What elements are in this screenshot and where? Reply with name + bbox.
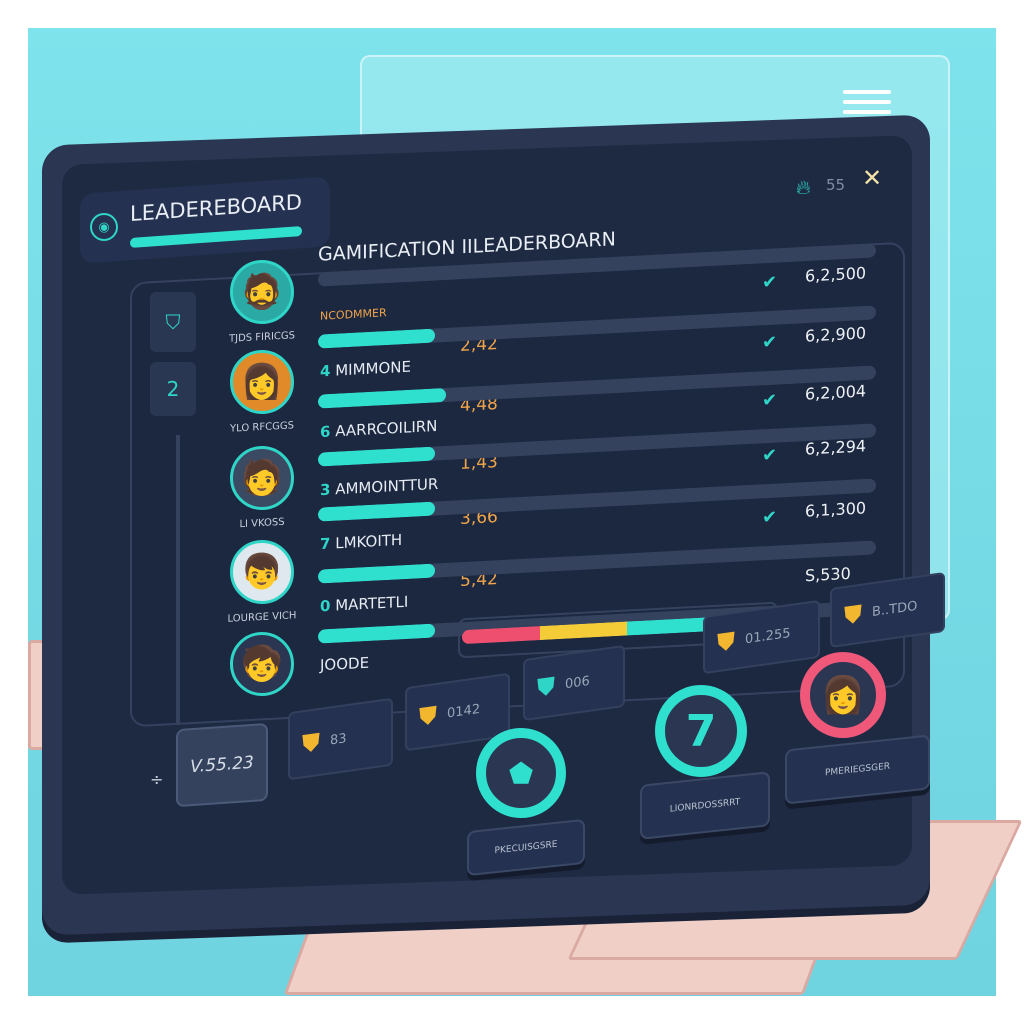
menu-icon [843,100,891,104]
avatar-medal[interactable]: 👩 [800,652,886,738]
menu-icon[interactable] [843,90,891,94]
row-rank: 7 [320,534,331,554]
player-avatar[interactable]: 👦 [230,540,294,604]
row-points: 6,2,004 [805,381,867,404]
badge-value: 83 [330,730,347,748]
player-avatar[interactable]: 🧔 [230,260,294,324]
row-points: 6,2,900 [805,323,867,346]
row-player-name: JOODE [320,653,370,675]
check-icon: ✔ [762,445,778,466]
nav-home-button[interactable]: ⛉ [150,292,196,352]
scrollbar[interactable] [176,435,180,725]
row-rank: 0 [320,596,331,616]
row-points: 6,1,300 [805,498,867,521]
badge-value: 006 [565,673,590,692]
medal-label: PMERIEGSGER [824,761,891,778]
shield-icon: ⛊ [717,626,735,658]
rank-label: 2 [166,377,180,401]
badge-value: 01.255 [745,625,791,647]
close-button[interactable]: ✕ [862,164,883,192]
check-icon: ✔ [762,507,778,528]
row-points: 6,2,294 [805,436,867,459]
badge-value: 0142 [447,701,481,721]
logo-icon: ◉ [90,213,118,241]
check-icon: ✔ [762,272,778,293]
medal-label: LIONRDOSSRRT [669,796,741,815]
shield-icon: ⛊ [537,671,555,703]
version-badge: V.55.23 [176,722,268,808]
filter-icon[interactable]: ÷ [150,770,164,789]
row-rank: 4 [320,361,331,381]
check-icon: ✔ [762,390,778,411]
badge-value: B..TDO [872,598,918,620]
streak-count: 55 [826,176,846,194]
player-avatar[interactable]: 👩 [230,350,294,414]
shield-icon: ⛊ [419,700,437,732]
cat-icon: ⛉ [165,310,181,334]
flame-icon: 🔥︎ [796,175,811,199]
nav-rank-button[interactable]: 2 [150,362,196,416]
menu-icon [843,110,891,114]
shield-icon: ⛊ [844,599,862,631]
medal-icon[interactable]: ⬟ [476,728,566,818]
check-icon: ✔ [762,332,778,353]
medal-label: PKECUISGSRE [494,839,558,856]
rank-medal[interactable]: 7 [655,685,747,777]
medal-number: 7 [685,705,717,757]
player-avatar[interactable]: 🧒 [230,632,294,696]
row-points: 6,2,500 [805,263,867,286]
shield-icon: ⛊ [302,727,320,759]
row-points: S,530 [805,563,851,586]
row-rank: 6 [320,422,331,442]
player-avatar[interactable]: 🧑 [230,446,294,510]
row-rank: 3 [320,480,331,500]
